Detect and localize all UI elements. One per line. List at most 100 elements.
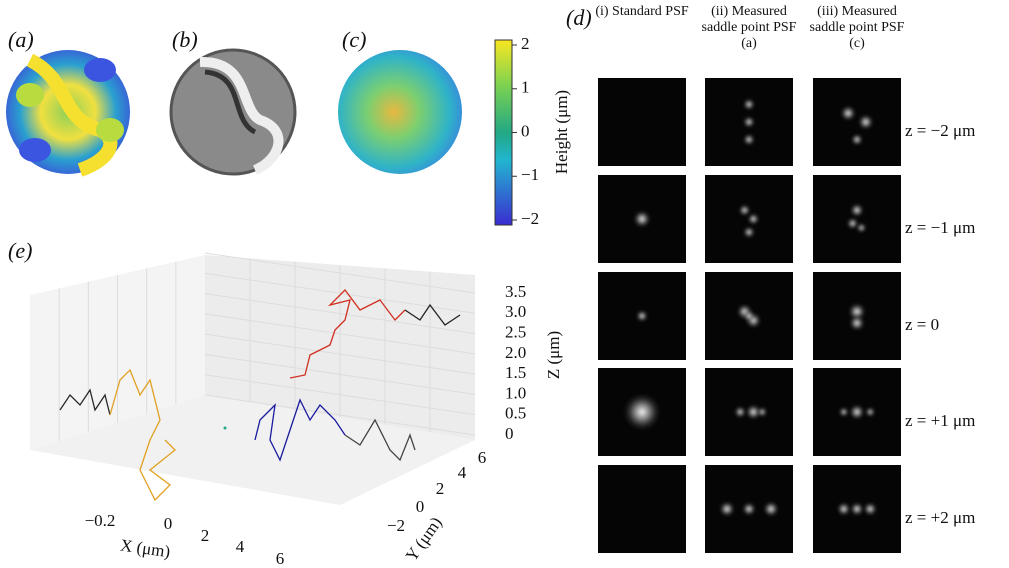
grid-line [204,293,476,335]
z-tick-label: 3.5 [505,282,526,301]
x-tick-label: −0.2 [85,511,116,530]
psf-spot [622,392,662,432]
psf-spot [840,105,857,122]
psf-spot [838,407,849,417]
row-label: z = −1 μm [905,218,975,237]
x-tick-label: 2 [201,526,210,545]
tick-label: −1 [521,165,539,184]
contour [19,138,51,162]
psf-spot [745,404,762,420]
grid-line [204,313,476,355]
z-tick-label: 2.5 [505,322,526,341]
psf-spot [857,114,874,130]
trajectory [289,289,406,379]
column-header-text: (i) Standard PSF [595,4,689,19]
grid-line [204,374,476,416]
contour [96,118,124,142]
phase-map [169,48,297,176]
tick-label: 0 [521,121,530,140]
trajectory [109,368,176,502]
row-label: z = −2 μm [905,121,975,140]
contour [26,53,118,177]
psf-spot [719,501,735,517]
x-tick-label: 6 [276,549,285,568]
panel-label: (d) [566,5,592,30]
psf-spot [863,502,878,516]
psf-spot [743,98,755,111]
psf-spot [738,204,751,217]
psf-spot [856,222,867,233]
contour [16,83,44,107]
y-tick-label: 6 [478,448,487,467]
z-tick-label: 0 [505,424,514,443]
trajectory [344,418,416,462]
y-tick-label: 4 [458,463,467,482]
psf-spot [757,407,768,417]
psf-spot [743,133,755,146]
trajectory [254,398,346,462]
column-header-text: (iii) Measured saddle point PSF (c) [809,4,905,51]
psf-spot [846,217,859,230]
psf-image [813,175,901,263]
grid-line [204,252,476,294]
psf-image [598,78,686,166]
tick-label: 1 [521,78,530,97]
trajectory [404,303,461,326]
psf-spot [849,404,865,420]
psf-spot [747,213,760,225]
column-header: (iii) Measured saddle point PSF (c) [809,4,905,51]
panel-label: (e) [8,238,32,263]
psf-spot [850,502,864,516]
phase-ridge [199,56,284,175]
psf-spot [743,116,755,128]
z-tick-label: 3.0 [505,302,526,321]
y-tick-label: 2 [436,479,445,498]
start-point [223,426,227,430]
panel-label: (a) [8,27,34,52]
axes-3d [30,252,476,505]
column-header: (ii) Measured saddle point PSF (a) [701,4,797,51]
z-tick-label: 2.0 [505,343,526,362]
panel-label: (c) [342,27,366,52]
x-tick-label: 0 [164,514,173,533]
psf-spot [743,310,755,322]
psf-spot [850,203,864,218]
z-tick-label: 1.0 [505,383,526,402]
x-axis-label: X (μm) [119,536,171,562]
psf-spot [763,501,779,517]
y-axis-label: Y (μm) [402,513,446,564]
colorbar-label: Height (μm) [552,90,571,174]
colorbar [494,39,513,226]
row-label: z = +1 μm [905,411,975,430]
contour [84,58,116,82]
psf-spot [848,302,866,321]
psf-grid: (i) Standard PSF (ii) Measured saddle poi… [595,4,975,553]
psf-spot [633,210,651,228]
trajectory [59,388,111,416]
column-header: (i) Standard PSF [595,4,689,19]
psf-spot [742,502,756,516]
tick-label: −2 [521,209,539,228]
column-header-text: (ii) Measured saddle point PSF (a) [701,4,797,51]
psf-spot [851,133,863,146]
psf-image [598,465,686,553]
psf-spot [865,407,876,417]
z-tick-label: 0.5 [505,404,526,423]
y-tick-label: 0 [416,497,425,516]
row-label: z = 0 [905,315,939,334]
x-tick-label: 4 [236,537,245,556]
psf-spot [836,502,851,516]
height-map [338,50,462,174]
psf-spot [734,406,747,418]
y-tick-label: −2 [387,516,405,535]
grid-line [204,272,476,314]
grid-line [204,333,476,375]
panel-label: (b) [172,27,198,52]
psf-image [813,78,901,166]
pane [30,395,475,505]
row-label: z = +2 μm [905,508,975,527]
